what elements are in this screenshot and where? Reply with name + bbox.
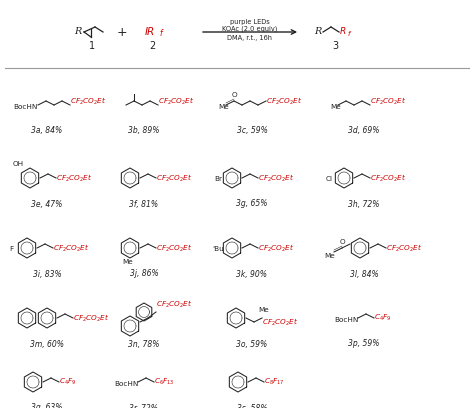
Text: KOAc (2.0 equiv): KOAc (2.0 equiv) <box>222 26 278 32</box>
Text: $CF_2CO_2Et$: $CF_2CO_2Et$ <box>56 173 92 184</box>
Text: 1: 1 <box>89 41 95 51</box>
Text: 3q, 63%: 3q, 63% <box>31 404 63 408</box>
Text: 3i, 83%: 3i, 83% <box>33 270 61 279</box>
Text: 3: 3 <box>332 41 338 51</box>
Text: BocHN: BocHN <box>334 317 358 323</box>
Text: 3e, 47%: 3e, 47% <box>31 200 63 208</box>
Text: purple LEDs: purple LEDs <box>230 19 270 25</box>
Text: 3p, 59%: 3p, 59% <box>348 339 380 348</box>
Text: $CF_2CO_2Et$: $CF_2CO_2Et$ <box>53 242 90 254</box>
Text: $CF_2CO_2Et$: $CF_2CO_2Et$ <box>370 95 407 106</box>
Text: O: O <box>231 92 237 98</box>
Text: $CF_2CO_2Et$: $CF_2CO_2Et$ <box>386 242 422 254</box>
Text: $C_8F_{17}$: $C_8F_{17}$ <box>264 377 285 387</box>
Text: 3g, 65%: 3g, 65% <box>236 200 268 208</box>
Text: 3f, 81%: 3f, 81% <box>129 200 159 208</box>
Text: Me: Me <box>258 307 269 313</box>
Text: Br: Br <box>214 176 222 182</box>
Text: 3n, 78%: 3n, 78% <box>128 339 160 348</box>
Text: 3b, 89%: 3b, 89% <box>128 126 160 135</box>
Text: IR: IR <box>145 27 155 37</box>
Text: 'Bu: 'Bu <box>212 246 224 252</box>
Text: OH: OH <box>13 161 24 167</box>
Text: BocHN: BocHN <box>13 104 37 110</box>
Text: 2: 2 <box>149 41 155 51</box>
Text: 3a, 84%: 3a, 84% <box>31 126 63 135</box>
Text: R: R <box>340 27 346 36</box>
Text: $CF_2CO_2Et$: $CF_2CO_2Et$ <box>158 95 194 106</box>
Text: Cl: Cl <box>326 176 333 182</box>
Text: 3l, 84%: 3l, 84% <box>350 270 378 279</box>
Text: BocHN: BocHN <box>114 381 138 387</box>
Text: $CF_2CO_2Et$: $CF_2CO_2Et$ <box>258 173 294 184</box>
Text: Me: Me <box>330 104 341 110</box>
Text: $CF_2CO_2Et$: $CF_2CO_2Et$ <box>262 316 299 328</box>
Text: 3d, 69%: 3d, 69% <box>348 126 380 135</box>
Text: +: + <box>117 25 128 38</box>
Text: $CF_2CO_2Et$: $CF_2CO_2Et$ <box>70 95 107 106</box>
Text: F: F <box>9 246 13 252</box>
Text: $CF_2CO_2Et$: $CF_2CO_2Et$ <box>266 95 302 106</box>
Text: $C_4F_9$: $C_4F_9$ <box>374 313 392 323</box>
Text: 3o, 59%: 3o, 59% <box>237 339 268 348</box>
Text: Me: Me <box>324 253 335 259</box>
Text: O: O <box>339 239 345 245</box>
Text: R: R <box>315 27 322 36</box>
Text: $CF_2CO_2Et$: $CF_2CO_2Et$ <box>156 173 192 184</box>
Text: $C_4F_9$: $C_4F_9$ <box>59 377 76 387</box>
Text: 3m, 60%: 3m, 60% <box>30 339 64 348</box>
Text: Me: Me <box>122 259 133 265</box>
Text: $CF_2CO_2Et$: $CF_2CO_2Et$ <box>73 313 109 324</box>
Text: 3j, 86%: 3j, 86% <box>129 270 158 279</box>
Text: 3h, 72%: 3h, 72% <box>348 200 380 208</box>
Text: 3s, 58%: 3s, 58% <box>237 404 267 408</box>
Text: $CF_2CO_2Et$: $CF_2CO_2Et$ <box>156 242 192 254</box>
Text: f: f <box>348 31 350 37</box>
Text: 3r, 72%: 3r, 72% <box>129 404 158 408</box>
Text: 3k, 90%: 3k, 90% <box>237 270 267 279</box>
Text: $CF_2CO_2Et$: $CF_2CO_2Et$ <box>370 173 407 184</box>
Text: Me: Me <box>218 104 229 110</box>
Text: R: R <box>74 27 82 36</box>
Text: $C_6F_{13}$: $C_6F_{13}$ <box>154 377 174 387</box>
Text: 3c, 59%: 3c, 59% <box>237 126 267 135</box>
Text: DMA, r.t., 16h: DMA, r.t., 16h <box>228 35 273 41</box>
Text: $CF_2CO_2Et$: $CF_2CO_2Et$ <box>258 242 294 254</box>
Text: f: f <box>159 29 162 38</box>
Text: $CF_2CO_2Et$: $CF_2CO_2Et$ <box>156 298 192 310</box>
